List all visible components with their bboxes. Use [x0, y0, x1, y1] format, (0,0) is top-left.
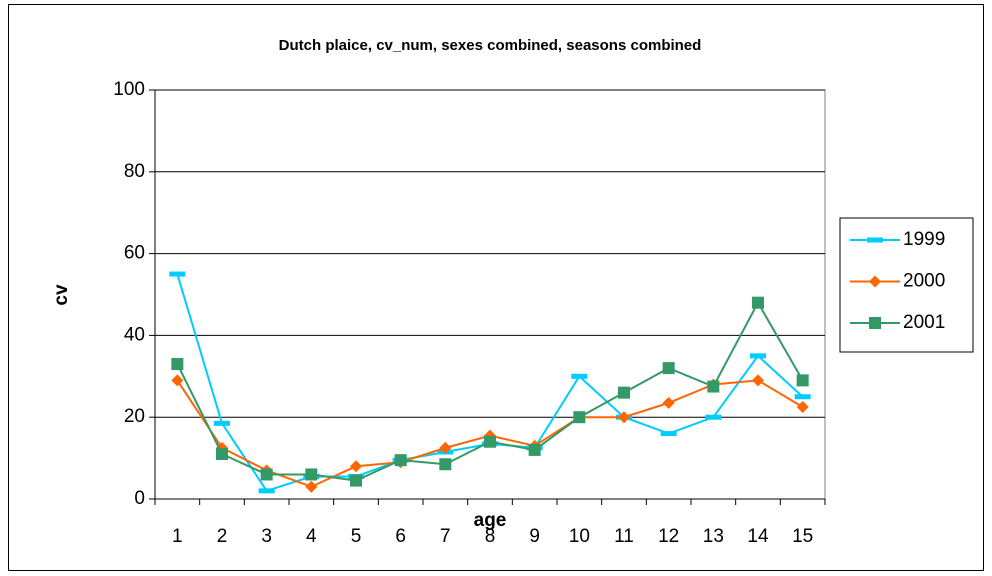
x-tick-label: 6	[395, 526, 406, 547]
x-tick-label: 10	[569, 526, 590, 547]
marker	[260, 468, 273, 481]
marker	[169, 271, 186, 277]
x-tick-label: 11	[614, 526, 634, 547]
marker	[258, 488, 275, 494]
legend-marker	[869, 275, 881, 288]
legend-label: 2000	[903, 271, 945, 292]
x-tick-label: 7	[440, 526, 451, 547]
legend-label: 2001	[903, 312, 945, 333]
marker	[214, 420, 230, 426]
marker	[350, 460, 362, 473]
marker	[573, 411, 586, 424]
marker	[618, 411, 630, 424]
marker	[662, 396, 675, 409]
x-tick-label: 5	[351, 526, 362, 547]
marker	[439, 441, 452, 454]
y-axis-label: cv	[51, 284, 72, 306]
legend-marker	[869, 317, 881, 329]
marker	[796, 400, 809, 413]
marker	[305, 480, 318, 493]
marker	[394, 454, 407, 467]
marker	[484, 435, 496, 448]
x-tick-label: 8	[485, 526, 496, 547]
marker	[705, 414, 722, 420]
x-tick-label: 15	[792, 526, 813, 547]
y-tick-label: 100	[113, 79, 145, 100]
marker	[752, 296, 764, 309]
y-tick-label: 80	[124, 161, 145, 182]
marker	[305, 468, 318, 481]
x-tick-label: 1	[172, 526, 183, 547]
x-tick-label: 4	[306, 526, 317, 547]
marker	[707, 380, 720, 393]
marker	[528, 443, 541, 456]
x-tick-label: 2	[217, 526, 228, 547]
marker	[796, 374, 809, 387]
marker	[350, 474, 362, 487]
y-tick-label: 0	[134, 488, 145, 509]
x-tick-label: 12	[658, 526, 679, 547]
x-axis-label: age	[474, 510, 507, 531]
marker	[216, 448, 228, 461]
y-tick-label: 60	[124, 243, 145, 264]
x-tick-label: 9	[529, 526, 540, 547]
x-tick-label: 13	[703, 526, 724, 547]
marker	[750, 353, 766, 359]
marker	[171, 374, 184, 387]
marker	[794, 394, 811, 400]
legend-marker	[867, 237, 883, 243]
y-tick-label: 20	[124, 406, 145, 427]
x-tick-label: 14	[747, 526, 769, 547]
marker	[662, 362, 675, 375]
y-tick-label: 40	[124, 324, 145, 345]
marker	[571, 373, 588, 379]
marker	[439, 458, 452, 471]
marker	[618, 386, 630, 399]
marker	[171, 358, 184, 371]
chart-title: Dutch plaice, cv_num, sexes combined, se…	[279, 37, 702, 54]
x-tick-label: 3	[261, 526, 272, 547]
marker	[660, 431, 677, 437]
legend-label: 1999	[903, 229, 945, 250]
marker	[752, 374, 764, 387]
